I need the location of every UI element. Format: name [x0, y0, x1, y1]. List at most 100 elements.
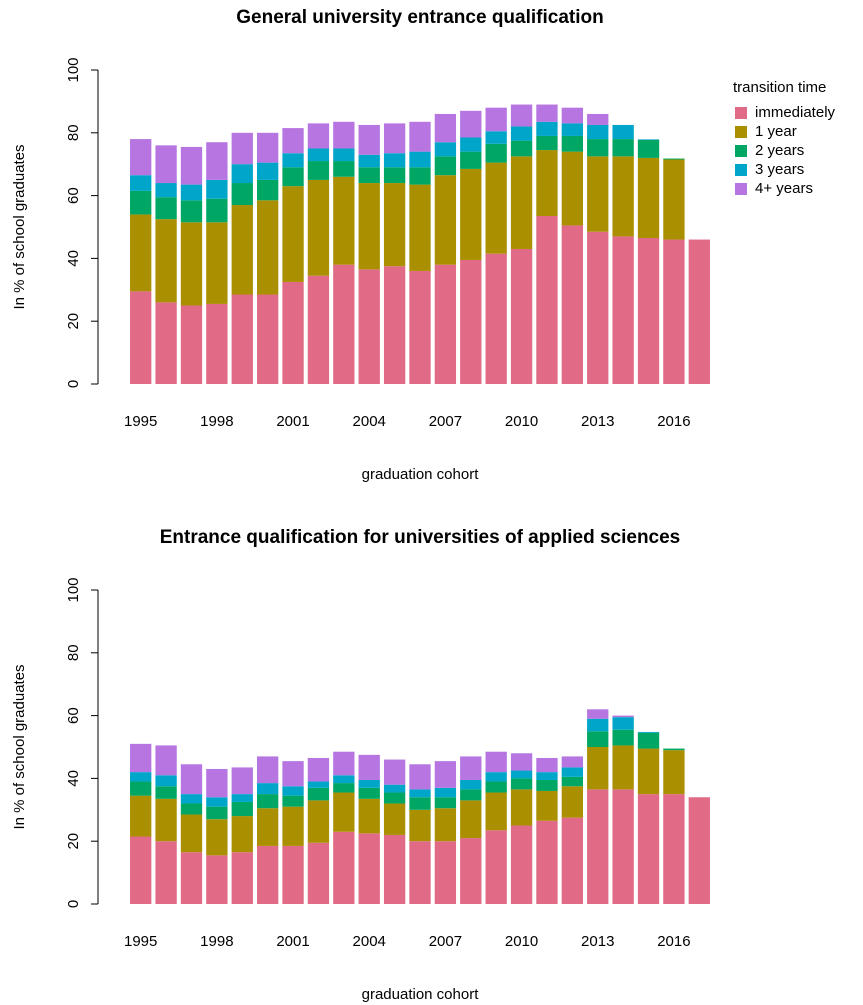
legend-label: 2 years — [755, 142, 804, 159]
bar-segment — [307, 800, 330, 843]
bar-segment — [561, 135, 584, 152]
bar-segment — [130, 836, 152, 904]
bar-segment — [561, 225, 584, 384]
bar-segment — [256, 756, 279, 784]
bar-segment — [383, 803, 406, 835]
bar-segment — [561, 786, 584, 818]
bar-segment — [358, 154, 380, 168]
bar-segment — [434, 808, 457, 842]
bar-segment — [612, 745, 634, 790]
bar-segment — [434, 113, 457, 143]
bar-segment — [434, 787, 457, 798]
bar-segment — [409, 167, 431, 185]
y-tick-label: 0 — [65, 380, 82, 388]
bar-segment — [155, 219, 177, 303]
bar-segment — [587, 789, 609, 904]
bar-segment — [307, 787, 330, 801]
x-tick-label: 1995 — [124, 933, 157, 950]
bar-segment — [383, 792, 406, 804]
bar-segment — [307, 161, 330, 180]
bar-segment — [536, 820, 558, 904]
bar-segment — [460, 259, 482, 384]
y-tick-label: 40 — [65, 250, 82, 267]
bar-segment — [206, 142, 228, 180]
bar-segment — [561, 756, 584, 768]
x-tick-label: 2016 — [657, 933, 690, 950]
bar-segment — [180, 803, 203, 815]
bar-segment — [231, 183, 253, 206]
bar-segment — [180, 852, 203, 904]
x-tick-label: 2013 — [581, 413, 614, 430]
bar-segment — [155, 145, 177, 184]
bar-segment — [180, 200, 203, 223]
bar-segment — [561, 151, 584, 226]
bar-segment — [231, 801, 253, 817]
bar-segment — [637, 140, 660, 158]
bar-segment — [180, 146, 203, 185]
bar-segment — [383, 266, 406, 384]
bar-segment — [536, 104, 558, 122]
bar-segment — [180, 794, 203, 804]
y-tick-label: 100 — [65, 577, 82, 602]
y-tick-label: 100 — [65, 57, 82, 82]
bar-segment — [612, 139, 634, 157]
bar-segment — [612, 236, 634, 384]
bar-segment — [510, 789, 533, 826]
bar-segment — [536, 150, 558, 217]
bar-segment — [282, 761, 304, 787]
bar-segment — [333, 176, 355, 265]
bar-segment — [333, 121, 355, 149]
bar-segment — [130, 139, 152, 176]
bar-segment — [510, 825, 533, 904]
bar-segment — [510, 770, 533, 779]
bar-segment — [637, 794, 660, 904]
bar-segment — [536, 121, 558, 136]
bar-segment — [485, 162, 507, 254]
bar-segment — [460, 756, 482, 780]
bar-segment — [206, 855, 228, 904]
bar-segment — [206, 768, 228, 798]
chart-title: General university entrance qualificatio… — [236, 7, 603, 28]
y-tick-label: 20 — [65, 833, 82, 850]
x-tick-label: 2010 — [505, 413, 538, 430]
bar-segment — [688, 797, 710, 904]
bar-segment — [460, 838, 482, 904]
bar-segment — [434, 797, 457, 809]
x-tick-label: 2007 — [429, 413, 462, 430]
bar-segment — [333, 161, 355, 177]
bar-segment — [663, 750, 685, 795]
bar-segment — [510, 248, 533, 384]
bar-segment — [434, 142, 457, 157]
x-tick-label: 2004 — [353, 933, 386, 950]
bar-segment — [536, 757, 558, 773]
bar-segment — [510, 140, 533, 157]
bar-segment — [587, 731, 609, 747]
bar-segment — [358, 754, 380, 780]
bar-segment — [333, 783, 355, 793]
bar-segment — [231, 794, 253, 802]
bar-segment — [587, 113, 609, 125]
bar-segment — [358, 798, 380, 834]
bar-segment — [307, 781, 330, 788]
legend-label: 3 years — [755, 161, 804, 178]
bar-segment — [358, 269, 380, 384]
bar-segment — [130, 772, 152, 782]
bar-segment — [333, 751, 355, 776]
bar-segment — [155, 745, 177, 776]
bar-segment — [206, 303, 228, 384]
bar-segment — [536, 779, 558, 791]
bar-segment — [282, 845, 304, 904]
bar-segment — [536, 135, 558, 151]
bar-segment — [282, 167, 304, 187]
bar-segment — [231, 816, 253, 853]
bar-segment — [561, 817, 584, 904]
bar-segment — [409, 121, 431, 152]
bar-segment — [282, 128, 304, 154]
bar-segment — [663, 159, 685, 240]
bar-segment — [383, 759, 406, 785]
bar-segment — [333, 831, 355, 904]
bar-segment — [663, 239, 685, 384]
bar-segment — [485, 772, 507, 782]
bar-segment — [485, 751, 507, 773]
